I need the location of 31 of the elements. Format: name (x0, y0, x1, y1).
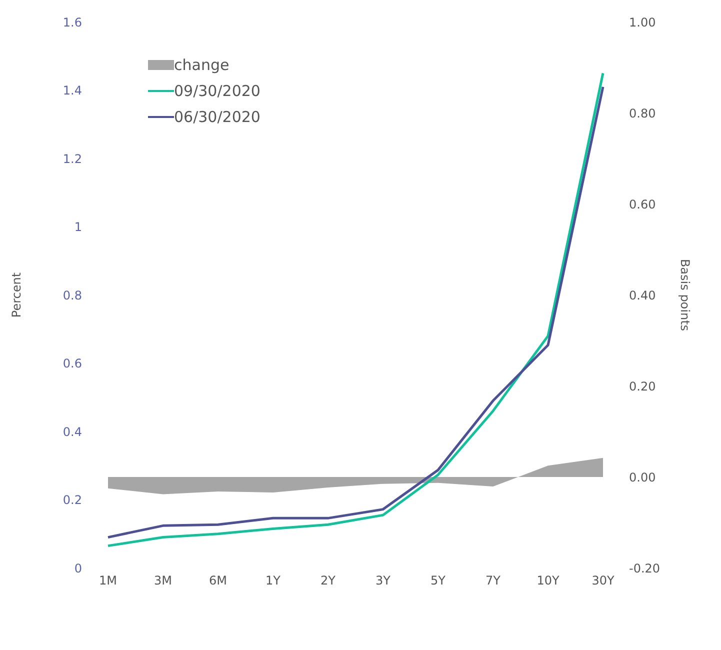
x-tick-label: 10Y (536, 574, 560, 588)
y-tick-label: 0.4 (62, 424, 82, 439)
y-tick-label: 0.2 (62, 493, 82, 508)
y2-tick-label: 0.80 (629, 106, 656, 120)
x-tick-label: 6M (209, 574, 227, 588)
y-tick-label: 1.4 (62, 84, 82, 98)
y-tick-label: 1 (74, 220, 82, 234)
x-tick-label: 3M (154, 574, 172, 588)
y2-tick-label: 0.60 (629, 197, 656, 212)
y-tick-label: 0.8 (62, 288, 82, 302)
y2-axis-title: Basis points (678, 258, 692, 332)
y2-tick-label: -0.20 (629, 561, 660, 576)
y2-tick-label: 1.00 (629, 15, 656, 30)
x-tick-label: 1M (99, 574, 117, 588)
legend-label: change (174, 56, 230, 74)
x-tick-label: 2Y (320, 574, 336, 588)
y-tick-label: 1.2 (62, 152, 82, 166)
legend-label: 06/30/2020 (174, 108, 260, 126)
y-tick-label: 0 (74, 561, 82, 576)
y2-tick-label: 0.20 (629, 379, 656, 394)
x-tick-label: 1Y (266, 574, 282, 588)
y-axis-title: Percent (9, 272, 24, 318)
y-tick-label: 1.6 (62, 15, 82, 30)
x-tick-label: 3Y (376, 574, 392, 588)
y2-tick-label: 0.40 (629, 288, 656, 302)
x-tick-label: 7Y (486, 574, 502, 588)
y2-tick-label: 0.00 (629, 470, 656, 484)
x-tick-label: 30Y (592, 574, 615, 588)
y-tick-label: 0.6 (62, 356, 82, 371)
x-tick-label: 5Y (430, 574, 446, 588)
legend-label: 09/30/2020 (174, 82, 260, 100)
